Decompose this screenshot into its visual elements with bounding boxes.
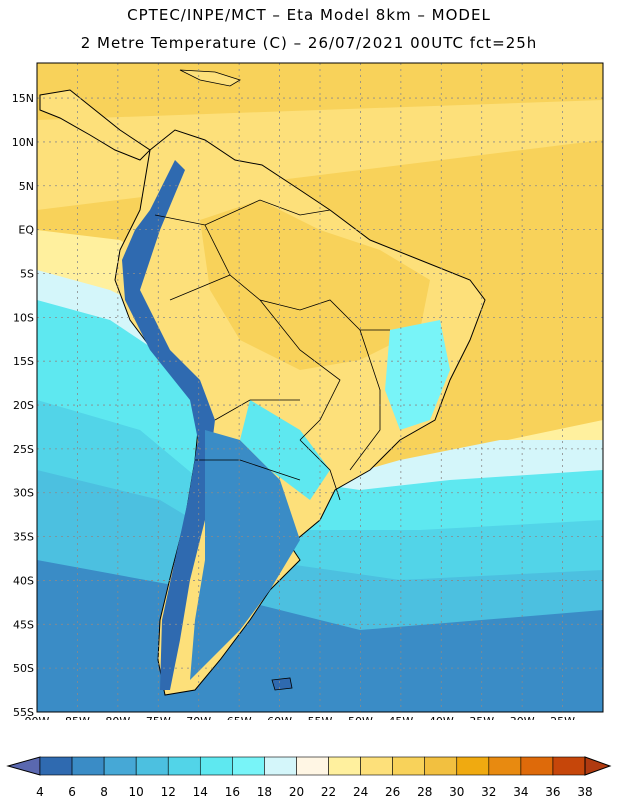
colorbar-cell xyxy=(488,756,522,776)
longitude-label: 90W xyxy=(25,715,50,720)
colorbar-label: 22 xyxy=(321,785,336,799)
colorbar-cell xyxy=(328,756,361,776)
colorbar-label: 12 xyxy=(161,785,176,799)
colorbar-arrow-left xyxy=(6,756,41,776)
colorbar-cell xyxy=(135,756,169,776)
colorbar-label: 16 xyxy=(225,785,240,799)
longitude-label: 30W xyxy=(510,715,535,720)
longitude-label: 80W xyxy=(105,715,130,720)
colorbar-cell xyxy=(232,756,265,776)
colorbar-label: 20 xyxy=(289,785,304,799)
map-title-line-1: CPTEC/INPE/MCT – Eta Model 8km – MODEL xyxy=(127,6,491,24)
latitude-label: 55S xyxy=(13,706,34,719)
temperature-map: 15N 10N 5N EQ 5S 10S 15S 20S 25S 30S 35S 40S 45S 50S 5… xyxy=(12,62,604,720)
colorbar-label: 26 xyxy=(385,785,400,799)
latitude-label: 15N xyxy=(12,92,34,105)
colorbar-arrow-right xyxy=(584,756,612,776)
colorbar-label: 36 xyxy=(545,785,560,799)
lat-lon-grid xyxy=(37,63,603,712)
latitude-labels: 15N 10N 5N EQ 5S 10S 15S 20S 25S 30S 35S 40S 45S 50S 5… xyxy=(12,92,35,719)
longitude-label: 50W xyxy=(348,715,373,720)
pampas-region xyxy=(240,400,330,500)
southeast-brazil-highlands xyxy=(385,320,450,430)
colorbar-label: 34 xyxy=(513,785,528,799)
colorbar-label: 28 xyxy=(417,785,432,799)
latitude-label: EQ xyxy=(18,224,34,237)
longitude-label: 70W xyxy=(186,715,211,720)
colorbar-cell xyxy=(456,756,490,776)
longitude-label: 55W xyxy=(308,715,333,720)
colorbar-cell xyxy=(392,756,426,776)
caribbean-islands xyxy=(179,69,241,87)
colorbar-label: 30 xyxy=(449,785,464,799)
longitude-label: 60W xyxy=(267,715,292,720)
colorbar-label: 10 xyxy=(129,785,144,799)
colorbar-cell xyxy=(199,756,233,776)
colorbar-cell xyxy=(520,756,554,776)
map-frame xyxy=(36,62,604,713)
colorbar-label: 32 xyxy=(481,785,496,799)
latitude-label: 40S xyxy=(13,574,34,587)
amazon-warm-region xyxy=(200,200,430,370)
longitude-label: 85W xyxy=(65,715,90,720)
colorbar-label: 4 xyxy=(36,785,44,799)
colorbar-cell xyxy=(296,756,329,776)
colorbar-label: 18 xyxy=(257,785,272,799)
longitude-label: 25W xyxy=(550,715,575,720)
map-title-line-2: 2 Metre Temperature (C) – 26/07/2021 00U… xyxy=(80,34,538,52)
latitude-label: 20S xyxy=(13,399,34,412)
colorbar-cell xyxy=(424,756,458,776)
colorbar-cell xyxy=(71,756,105,776)
latitude-label: 5S xyxy=(20,267,34,280)
latitude-label: 45S xyxy=(13,618,34,631)
falkland-islands xyxy=(271,677,293,691)
colorbar-label: 8 xyxy=(100,785,108,799)
colorbar-label: 24 xyxy=(353,785,368,799)
latitude-label: 25S xyxy=(13,443,34,456)
colorbar-cell xyxy=(167,756,201,776)
longitude-label: 35W xyxy=(469,715,494,720)
longitude-labels: 90W 85W 80W 75W 70W 65W 60W 55W 50W 45W 40W 35W 30W 2… xyxy=(25,715,576,720)
longitude-label: 40W xyxy=(429,715,454,720)
latitude-label: 15S xyxy=(13,355,34,368)
latitude-label: 35S xyxy=(13,531,34,544)
latitude-label: 50S xyxy=(13,662,34,675)
longitude-label: 65W xyxy=(227,715,252,720)
colorbar-cell xyxy=(103,756,137,776)
latitude-label: 30S xyxy=(13,487,34,500)
colorbar-cell xyxy=(360,756,393,776)
latitude-label: 10N xyxy=(12,136,34,149)
colorbar-cell xyxy=(552,756,586,776)
colorbar-label: 14 xyxy=(193,785,208,799)
colorbar-cell xyxy=(264,756,297,776)
caribbean-band xyxy=(37,63,603,120)
central-america xyxy=(39,89,151,161)
country-borders xyxy=(154,199,390,501)
latitude-label: 5N xyxy=(19,180,34,193)
longitude-label: 75W xyxy=(146,715,171,720)
colorbar-label: 38 xyxy=(577,785,592,799)
longitude-label: 45W xyxy=(388,715,413,720)
andes-cold-region xyxy=(122,160,215,690)
colorbar-cell xyxy=(39,756,73,776)
latitude-label: 10S xyxy=(13,311,34,324)
colorbar-label: 6 xyxy=(68,785,76,799)
